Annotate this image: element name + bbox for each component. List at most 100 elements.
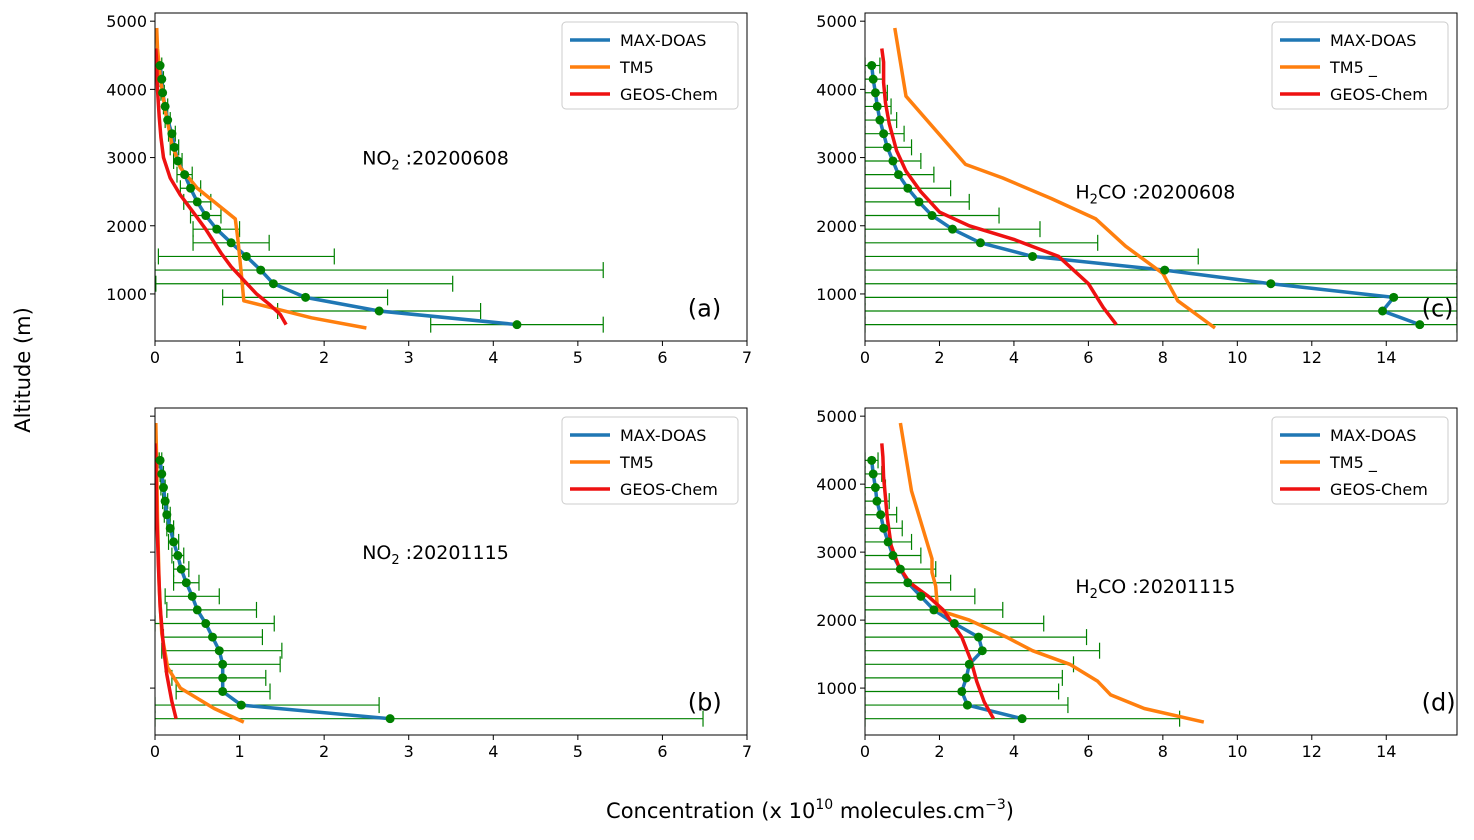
y-tick-label: 4000 [816, 80, 857, 99]
y-tick-label: 1000 [816, 679, 857, 698]
x-tick-label: 3 [404, 348, 414, 367]
data-point [192, 605, 202, 615]
x-tick-label: 7 [742, 348, 752, 367]
data-point [158, 88, 168, 98]
data-point [169, 537, 179, 547]
series-line-tm5 [898, 422, 1205, 724]
data-point [957, 686, 967, 696]
x-tick-label: 3 [404, 742, 414, 761]
x-axis-title: Concentration (x 1010 molecules.cm−3) [606, 797, 1014, 823]
data-point [876, 510, 886, 520]
x-tick-label: 2 [319, 348, 329, 367]
series-line-tm5 [893, 27, 1217, 330]
legend-box [1271, 416, 1449, 505]
data-point [192, 197, 202, 207]
y-tick-label: 4000 [816, 475, 857, 494]
data-point [201, 211, 211, 221]
y-axis-title: Altitude (m) [11, 307, 35, 433]
data-point [949, 619, 959, 629]
y-tick-label: 5000 [816, 407, 857, 426]
legend-box [561, 416, 739, 505]
data-point [888, 156, 898, 166]
species-tail: CO [1098, 182, 1126, 204]
species-name: H [1075, 576, 1089, 598]
plot-area [865, 27, 1457, 333]
data-point [218, 673, 228, 683]
x-tick-label: 5 [573, 742, 583, 761]
legend-label-maxdoas: MAX-DOAS [1330, 31, 1416, 50]
x-tick-label: 2 [934, 742, 944, 761]
data-point [974, 632, 984, 642]
series-line-geoschem [880, 48, 1118, 326]
data-point [883, 537, 893, 547]
date-text: :20201115 [1126, 576, 1235, 598]
data-point [385, 714, 395, 724]
legend-box [561, 21, 739, 110]
date-text: :20200608 [1126, 182, 1235, 204]
data-point [870, 483, 880, 493]
x-tick-label: 7 [742, 742, 752, 761]
series-line-maxdoas [158, 65, 518, 327]
data-point [173, 551, 183, 561]
species-subscript: 2 [391, 159, 399, 174]
data-point [903, 578, 913, 588]
data-point [374, 306, 384, 316]
x-tick-label: 8 [1158, 348, 1168, 367]
x-tick-label: 0 [150, 742, 160, 761]
x-tick-label: 12 [1302, 348, 1322, 367]
data-point [914, 197, 924, 207]
legend-label-tm5: TM5 _ [1329, 58, 1378, 78]
species-tail: CO [1098, 576, 1126, 598]
x-tick-label: 4 [488, 348, 498, 367]
panel-label: (b) [688, 689, 722, 717]
series-line-maxdoas [869, 460, 1023, 721]
x-tick-label: 6 [1083, 742, 1093, 761]
data-point [894, 170, 904, 180]
x-tick-label: 0 [150, 348, 160, 367]
data-point [201, 619, 211, 629]
legend-label-tm5: TM5 [619, 58, 654, 77]
y-tick-label: 3000 [106, 149, 147, 168]
legend-label-maxdoas: MAX-DOAS [620, 426, 706, 445]
date-text: :20200608 [400, 148, 509, 170]
legend-label-tm5: TM5 [619, 453, 654, 472]
data-point [173, 156, 183, 166]
data-point [212, 224, 222, 234]
legend-label-geoschem: GEOS-Chem [620, 85, 718, 104]
species-subscript: 2 [391, 553, 399, 568]
data-point [155, 61, 165, 71]
legend-label-geoschem: GEOS-Chem [620, 480, 718, 499]
data-point [1415, 320, 1425, 330]
x-tick-label: 4 [488, 742, 498, 761]
x-tick-label: 6 [1083, 348, 1093, 367]
data-point [186, 183, 196, 193]
data-point [226, 238, 236, 248]
x-tick-label: 8 [1158, 742, 1168, 761]
data-point [903, 183, 913, 193]
axes-frame [864, 12, 1458, 342]
legend-label-tm5: TM5 _ [1329, 453, 1378, 473]
x-tick-label: 14 [1376, 348, 1396, 367]
data-point [964, 659, 974, 669]
data-point [868, 74, 878, 84]
data-point [961, 673, 971, 683]
data-point [181, 578, 191, 588]
data-point [162, 510, 172, 520]
plot-area [155, 422, 704, 727]
data-point [888, 551, 898, 561]
panel-label: (a) [688, 295, 721, 323]
species-subscript: 2 [1090, 193, 1098, 208]
data-point [163, 115, 173, 125]
legend-label-maxdoas: MAX-DOAS [1330, 426, 1416, 445]
panel-label: (d) [1422, 689, 1456, 717]
data-point [218, 686, 228, 696]
data-point [947, 224, 957, 234]
species-annotation: NO2 :20200608 [362, 148, 509, 174]
data-point [180, 170, 190, 180]
data-point [155, 455, 165, 465]
x-tick-label: 2 [934, 348, 944, 367]
date-text: :20201115 [400, 542, 509, 564]
